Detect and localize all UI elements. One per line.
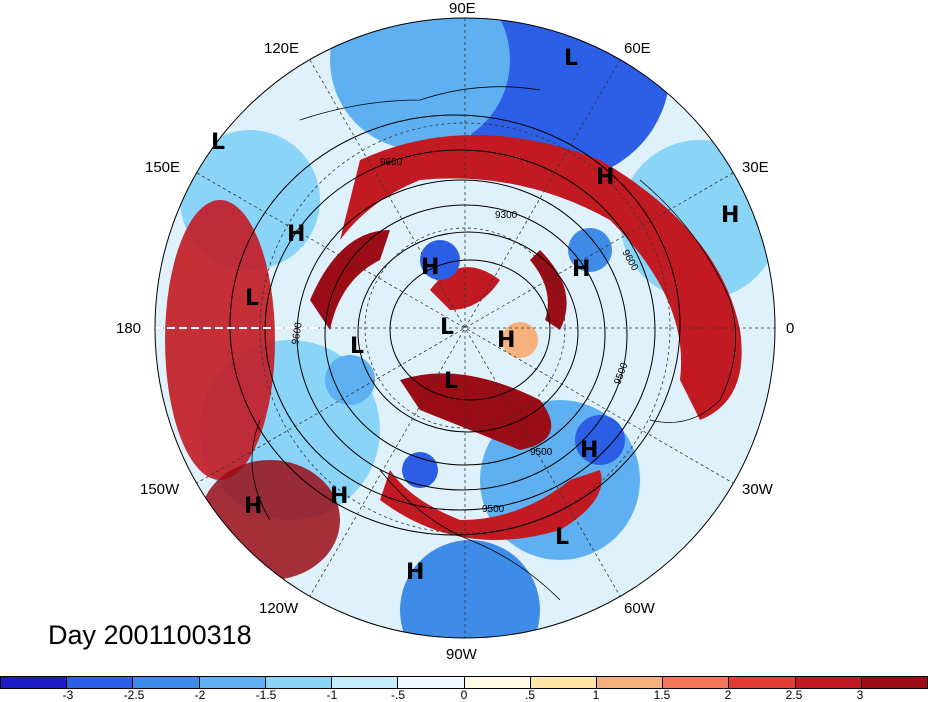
colorbar-tick-label: -3 [62,688,74,702]
pressure-center-label: H [244,494,263,519]
pressure-center-label: L [245,286,260,311]
pressure-center-label: H [287,222,306,247]
pressure-center-label: H [330,484,349,509]
colorbar-tick-label: 1.5 [653,688,671,702]
contour-label: 9300 [495,210,518,221]
colorbar-tick-label: -2.5 [123,688,145,702]
pressure-center-label: H [406,560,425,585]
colorbar-tick-label: 2.5 [785,688,803,702]
colorbar-tick-label: 1 [592,688,600,702]
pressure-center-label: L [444,369,459,394]
colorbar-segment [67,677,134,688]
colorbar-tick-label: -2 [194,688,206,702]
map-title: Day 2001100318 [48,620,252,650]
colorbar-segment [795,677,862,688]
colorbar-tick-label: 2 [724,688,732,702]
anomaly-field [155,18,775,638]
pressure-center-label: H [572,257,591,282]
colorbar-segment [199,677,266,688]
lon-label-150w: 150W [140,481,180,498]
lon-label-90w: 90W [446,646,477,663]
lon-label-120e: 120E [264,40,300,57]
colorbar-segment [332,677,399,688]
contour-label: 9500 [530,447,553,458]
colorbar-segment [265,677,333,688]
colorbar-tick-label: -.5 [390,688,406,702]
colorbar-segment [861,677,928,688]
lon-label-60w: 60W [624,600,655,617]
pressure-center-label: L [555,525,570,550]
colorbar-tick-label: -1 [326,688,338,702]
pressure-center-label: H [721,203,740,228]
pressure-center-label: H [580,438,599,463]
colorbar-segment [133,677,200,688]
lon-label-30e: 30E [742,159,769,176]
pressure-center-label: H [596,165,615,190]
lon-label-180: 180 [116,320,142,337]
colorbar-segment [1,677,68,688]
contour-label: 9600 [380,157,403,168]
lon-label-60e: 60E [624,40,651,57]
colorbar-tick-label: -1.5 [255,688,277,702]
lon-label-90e: 90E [449,0,476,17]
pressure-center-label: H [421,255,440,280]
colorbar-tick-label: 3 [856,688,864,702]
pressure-center-label: L [440,315,455,340]
colorbar [0,676,928,689]
colorbar-segment [663,677,730,688]
contour-label: 9600 [290,321,305,345]
colorbar-tick-label: .5 [524,688,536,702]
pressure-center-label: L [211,130,226,155]
lon-label-0: 0 [786,320,795,337]
lon-label-150e: 150E [145,159,181,176]
lon-label-120w: 120W [259,600,299,617]
lon-label-30w: 30W [742,481,773,498]
colorbar-segment [398,677,465,688]
pressure-center-label: L [350,334,365,359]
colorbar-segment [530,677,597,688]
pressure-center-label: H [497,328,516,353]
pressure-center-label: L [564,46,579,71]
colorbar-tick-label: 0 [460,688,468,702]
colorbar-segment [729,677,796,688]
colorbar-segment [596,677,664,688]
contour-label: 9500 [482,504,505,515]
colorbar-segment [464,677,531,688]
